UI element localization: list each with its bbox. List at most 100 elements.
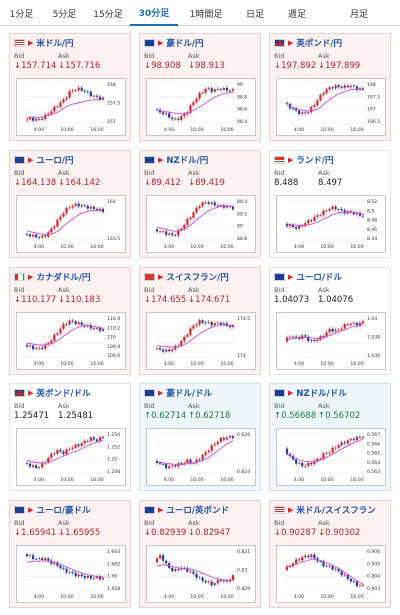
currency-card[interactable]: ▶ 英ポンド/ドル Bid Ask 1.25471 1.25481 1.254 1.252 1.… xyxy=(9,383,131,491)
mini-chart[interactable]: 198 197.5 197 196.5 4:00 10:00 16:00 xyxy=(276,78,386,136)
bid-value: ↓0.82939 xyxy=(144,528,187,538)
mini-chart[interactable]: 99 98.8 98.6 98.4 4:00 10:00 16:00 xyxy=(146,78,256,136)
mini-chart[interactable]: 1.04 1.038 1.036 4:00 10:00 16:00 xyxy=(276,312,386,370)
mini-chart[interactable]: 0.626 0.624 4:00 10:00 16:00 xyxy=(146,428,256,486)
tab-timeframe-7[interactable]: 月足 xyxy=(349,9,368,20)
mini-chart[interactable]: 1.254 1.252 1.25 1.248 4:00 10:00 16:00 xyxy=(16,428,126,486)
currency-card[interactable]: ▶ 豪ドル/円 Bid Ask ↓98.908 ↓98.913 99 98.8 98.6 98.4… xyxy=(139,33,261,141)
candle-body xyxy=(189,571,192,573)
candle-body xyxy=(301,112,304,114)
mini-chart[interactable]: 0.906 0.905 0.904 0.903 4:00 10:00 16:00 xyxy=(276,545,386,603)
tab-timeframe-0[interactable]: 1分足 xyxy=(9,9,34,20)
bid-value: ↑0.56688 xyxy=(274,411,317,421)
mini-chart[interactable]: 158 157.5 157 4:00 10:00 16:00 xyxy=(16,78,126,136)
currency-card[interactable]: ▶ ユーロ/英ポンド Bid Ask ↓0.82939 ↓0.82947 0.831 0.83… xyxy=(139,500,261,608)
ask-value: ↓89.419 xyxy=(188,178,225,188)
candle-body xyxy=(328,328,331,333)
pair-name-link[interactable]: ユーロ/豪ドル xyxy=(36,506,91,516)
candle-body xyxy=(31,234,35,237)
play-arrow-icon: ▶ xyxy=(158,156,164,164)
candle-body xyxy=(319,561,322,563)
x-tick-label: 4:00 xyxy=(164,361,174,367)
currency-card[interactable]: ▶ カナダドル/円 Bid Ask ↓110.177 ↓110.183 110.4 110.2… xyxy=(9,267,131,375)
moving-average-line xyxy=(156,564,234,582)
currency-card[interactable]: ▶ ユーロ/豪ドル Bid Ask ↓1.65941 ↓1.65955 1.664 1.662… xyxy=(9,500,131,608)
tab-timeframe-4[interactable]: 1時間足 xyxy=(189,9,223,20)
candle-body xyxy=(98,328,102,331)
y-tick-label: 0.904 xyxy=(367,574,380,580)
candle-body xyxy=(304,223,307,226)
candle-body xyxy=(192,325,195,329)
candle-body xyxy=(44,235,47,237)
y-tick-label: 197.5 xyxy=(367,94,380,100)
candle-body xyxy=(198,459,201,461)
mini-chart[interactable]: 164 163.5 4:00 10:00 16:00 xyxy=(16,195,126,253)
mini-chart[interactable]: 174.5 174 4:00 10:00 16:00 xyxy=(146,312,256,370)
pair-name-link[interactable]: 豪ドル/ドル xyxy=(166,389,212,399)
candle-body xyxy=(322,93,325,95)
tab-timeframe-1[interactable]: 5分足 xyxy=(52,9,77,20)
candle-body xyxy=(38,467,41,469)
candlestick-chart: 164 163.5 4:00 10:00 16:00 xyxy=(25,199,120,250)
currency-card[interactable]: ▶ 米ドル/円 Bid Ask ↓157.714 ↓157.716 158 157.5 157 4… xyxy=(9,33,131,141)
candle-body xyxy=(298,225,301,229)
currency-card[interactable]: ▶ NZドル/円 Bid Ask ↓89.412 ↓89.419 89.4 89.2 89 88.… xyxy=(139,150,261,258)
candle-body xyxy=(213,202,216,206)
pair-name-link[interactable]: ランド/円 xyxy=(296,156,334,166)
currency-card[interactable]: ▶ 米ドル/スイスフラン Bid Ask ↓0.90287 ↓0.90302 0.906 0.… xyxy=(269,500,391,608)
currency-card[interactable]: ▶ 英ポンド/円 Bid Ask ↓197.892 ↓197.899 198 197.5 197… xyxy=(269,33,391,141)
candle-body xyxy=(349,323,352,325)
currency-card[interactable]: ▶ ランド/円 Bid Ask 8.488 8.497 8.52 8.5 8.48 8.46 8.4… xyxy=(269,150,391,258)
pair-name-link[interactable]: 英ポンド/ドル xyxy=(36,389,91,399)
y-tick-label: 110.4 xyxy=(107,316,120,322)
candle-body xyxy=(228,90,232,92)
y-tick-label: 197 xyxy=(367,107,376,113)
mini-chart[interactable]: 0.831 0.83 0.829 4:00 10:00 16:00 xyxy=(146,545,256,603)
currency-card[interactable]: ▶ ユーロ/円 Bid Ask ↓164.138 ↓164.142 164 163.5 4:00… xyxy=(9,150,131,258)
candle-body xyxy=(343,442,346,444)
pair-name-link[interactable]: ユーロ/英ポンド xyxy=(166,506,229,516)
pair-name-link[interactable]: 豪ドル/円 xyxy=(166,39,204,49)
candle-body xyxy=(62,323,65,329)
tab-timeframe-6[interactable]: 週足 xyxy=(287,9,306,20)
candle-body xyxy=(288,566,292,567)
currency-card[interactable]: ▶ スイスフラン/円 Bid Ask ↓174.655 ↓174.671 174.5 174 4… xyxy=(139,267,261,375)
pair-name-link[interactable]: 米ドル/スイスフラン xyxy=(296,506,376,516)
mini-chart[interactable]: 110.4 110.2 110 109.8 109.6 4:00 10:00 16:00 xyxy=(16,312,126,370)
play-arrow-icon: ▶ xyxy=(158,39,164,47)
pair-name-link[interactable]: NZドル/ドル xyxy=(296,389,347,399)
candle-body xyxy=(219,580,222,582)
pair-name-link[interactable]: スイスフラン/円 xyxy=(166,273,229,283)
candle-body xyxy=(310,220,313,221)
card-title: ▶ 英ポンド/円 xyxy=(274,37,342,49)
mini-chart[interactable]: 8.52 8.5 8.48 8.46 8.44 4:00 10:00 16:00 xyxy=(276,195,386,253)
candle-body xyxy=(355,323,359,327)
pair-name-link[interactable]: 米ドル/円 xyxy=(36,39,74,49)
candle-body xyxy=(68,320,71,325)
currency-card[interactable]: ▶ NZドル/ドル Bid Ask ↑0.56688 ↑0.56702 0.567 0.566… xyxy=(269,383,391,491)
candle-body xyxy=(334,206,337,210)
candlestick-chart: 174.5 174 4:00 10:00 16:00 xyxy=(155,316,250,367)
play-arrow-icon: ▶ xyxy=(28,506,34,514)
candle-body xyxy=(31,345,35,350)
tab-timeframe-5[interactable]: 日足 xyxy=(245,9,264,20)
mini-chart[interactable]: 89.4 89.2 89 88.8 4:00 10:00 16:00 xyxy=(146,195,256,253)
candle-body xyxy=(80,574,83,577)
currency-card[interactable]: ▶ 豪ドル/ドル Bid Ask ↑0.62714 ↑0.62718 0.626 0.624 4… xyxy=(139,383,261,491)
pair-name-link[interactable]: 英ポンド/円 xyxy=(296,39,342,49)
currency-card[interactable]: ▶ ユーロ/ドル Bid Ask 1.04073 1.04076 1.04 1.038 1.03… xyxy=(269,267,391,375)
pair-name-link[interactable]: カナダドル/円 xyxy=(36,273,91,283)
pair-name-link[interactable]: ユーロ/ドル xyxy=(296,273,342,283)
pair-name-link[interactable]: ユーロ/円 xyxy=(36,156,74,166)
mini-chart[interactable]: 1.664 1.662 1.66 1.658 4:00 10:00 16:00 xyxy=(16,545,126,603)
candle-body xyxy=(210,202,213,204)
candle-body xyxy=(355,581,359,587)
candle-body xyxy=(50,453,53,458)
candle-body xyxy=(316,215,319,217)
tab-timeframe-2[interactable]: 15分足 xyxy=(93,9,123,20)
candle-body xyxy=(80,443,83,446)
tab-timeframe-3[interactable]: 30分足 xyxy=(130,0,178,26)
mini-chart[interactable]: 0.567 0.566 0.565 0.564 0.563 4:00 10:00 16:00 xyxy=(276,428,386,486)
candle-body xyxy=(219,322,222,325)
pair-name-link[interactable]: NZドル/円 xyxy=(166,156,209,166)
